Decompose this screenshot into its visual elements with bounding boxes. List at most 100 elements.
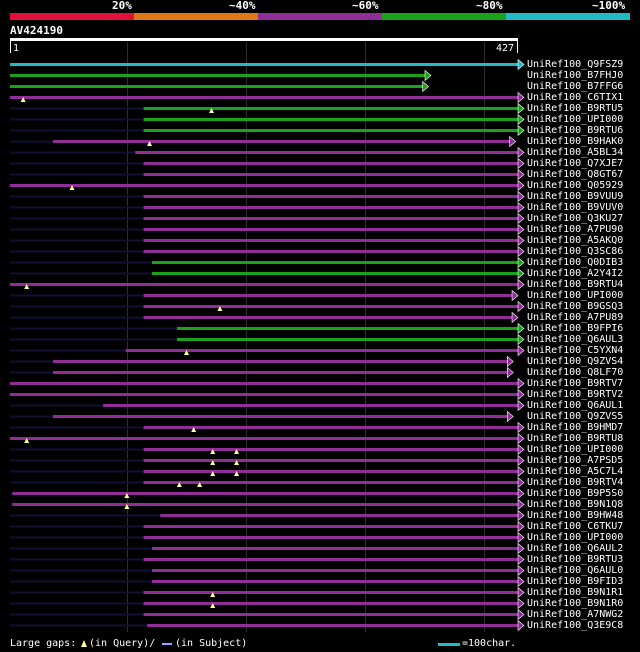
hit-label[interactable]: UniRef100_B9N1R1 — [527, 587, 624, 598]
hit-row[interactable]: UniRef100_A5C7L4 — [0, 466, 640, 477]
hit-label[interactable]: UniRef100_C5YXN4 — [527, 345, 624, 356]
hit-row[interactable]: UniRef100_Q05929 — [0, 180, 640, 191]
hit-label[interactable]: UniRef100_B9HMD7 — [527, 422, 624, 433]
hit-row[interactable]: UniRef100_Q6AUL2 — [0, 543, 640, 554]
hit-label[interactable]: UniRef100_A7PU89 — [527, 312, 624, 323]
hit-label[interactable]: UniRef100_Q8GT67 — [527, 169, 624, 180]
hit-label[interactable]: UniRef100_B9FID3 — [527, 576, 624, 587]
hit-label[interactable]: UniRef100_Q3E9C8 — [527, 620, 624, 631]
hit-label[interactable]: UniRef100_B9HW48 — [527, 510, 624, 521]
hit-label[interactable]: UniRef100_UPI000 — [527, 290, 624, 301]
hit-row[interactable]: UniRef100_B9P5S0 — [0, 488, 640, 499]
hit-row[interactable]: UniRef100_B9HW48 — [0, 510, 640, 521]
hit-row[interactable]: UniRef100_B9RTV4 — [0, 477, 640, 488]
hit-label[interactable]: UniRef100_B9VUU9 — [527, 191, 624, 202]
hit-row[interactable]: UniRef100_A2Y4I2 — [0, 268, 640, 279]
hit-label[interactable]: UniRef100_B9RTU6 — [527, 125, 624, 136]
hit-label[interactable]: UniRef100_Q6AUL0 — [527, 565, 624, 576]
hit-label[interactable]: UniRef100_B9RTU5 — [527, 103, 624, 114]
hit-label[interactable]: UniRef100_B7FFG6 — [527, 81, 624, 92]
hit-row[interactable]: UniRef100_Q8LF70 — [0, 367, 640, 378]
hit-label[interactable]: UniRef100_A5C7L4 — [527, 466, 624, 477]
hit-label[interactable]: UniRef100_UPI000 — [527, 114, 624, 125]
hit-label[interactable]: UniRef100_UPI000 — [527, 532, 624, 543]
hit-label[interactable]: UniRef100_B9GSQ3 — [527, 301, 624, 312]
hit-row[interactable]: UniRef100_B9RTV7 — [0, 378, 640, 389]
hit-label[interactable]: UniRef100_B9VUV0 — [527, 202, 624, 213]
hit-label[interactable]: UniRef100_B7FHJ0 — [527, 70, 624, 81]
hit-row[interactable]: UniRef100_A7PSD5 — [0, 455, 640, 466]
hit-label[interactable]: UniRef100_B9HAK0 — [527, 136, 624, 147]
hit-label[interactable]: UniRef100_Q6AUL1 — [527, 400, 624, 411]
hit-label[interactable]: UniRef100_B9FPI6 — [527, 323, 624, 334]
hit-row[interactable]: UniRef100_UPI000 — [0, 444, 640, 455]
hit-label[interactable]: UniRef100_Q7XJE7 — [527, 158, 624, 169]
hit-label[interactable]: UniRef100_C6TKU7 — [527, 521, 624, 532]
hit-label[interactable]: UniRef100_A2Y4I2 — [527, 268, 624, 279]
hit-label[interactable]: UniRef100_Q9ZVS5 — [527, 411, 624, 422]
hit-row[interactable]: UniRef100_Q6AUL0 — [0, 565, 640, 576]
hit-row[interactable]: UniRef100_Q6AUL3 — [0, 334, 640, 345]
hit-row[interactable]: UniRef100_Q9ZVS4 — [0, 356, 640, 367]
hit-label[interactable]: UniRef100_B9RTV7 — [527, 378, 624, 389]
hit-label[interactable]: UniRef100_A7PU90 — [527, 224, 624, 235]
hit-row[interactable]: UniRef100_Q9ZVS5 — [0, 411, 640, 422]
hit-row[interactable]: UniRef100_B9HAK0 — [0, 136, 640, 147]
hit-label[interactable]: UniRef100_Q3KU27 — [527, 213, 624, 224]
hit-label[interactable]: UniRef100_B9P5S0 — [527, 488, 624, 499]
hit-label[interactable]: UniRef100_Q3SC86 — [527, 246, 624, 257]
hit-row[interactable]: UniRef100_B7FHJ0 — [0, 70, 640, 81]
hit-label[interactable]: UniRef100_B9RTU8 — [527, 433, 624, 444]
hit-row[interactable]: UniRef100_B9N1Q8 — [0, 499, 640, 510]
hit-row[interactable]: UniRef100_A7NWG2 — [0, 609, 640, 620]
hit-row[interactable]: UniRef100_B9FID3 — [0, 576, 640, 587]
hit-row[interactable]: UniRef100_B9RTU3 — [0, 554, 640, 565]
hit-row[interactable]: UniRef100_Q3E9C8 — [0, 620, 640, 631]
hit-row[interactable]: UniRef100_Q8GT67 — [0, 169, 640, 180]
hit-label[interactable]: UniRef100_A5BL34 — [527, 147, 624, 158]
hit-label[interactable]: UniRef100_C6TIX1 — [527, 92, 624, 103]
hit-row[interactable]: UniRef100_Q0DIB3 — [0, 257, 640, 268]
hit-row[interactable]: UniRef100_UPI000 — [0, 290, 640, 301]
hit-row[interactable]: UniRef100_Q3KU27 — [0, 213, 640, 224]
hit-row[interactable]: UniRef100_B9RTV2 — [0, 389, 640, 400]
hit-label[interactable]: UniRef100_UPI000 — [527, 444, 624, 455]
hit-label[interactable]: UniRef100_Q6AUL2 — [527, 543, 624, 554]
hit-row[interactable]: UniRef100_B9RTU5 — [0, 103, 640, 114]
hit-row[interactable]: UniRef100_UPI000 — [0, 114, 640, 125]
hit-row[interactable]: UniRef100_A5AKQ0 — [0, 235, 640, 246]
hit-row[interactable]: UniRef100_C6TKU7 — [0, 521, 640, 532]
hit-row[interactable]: UniRef100_B9RTU4 — [0, 279, 640, 290]
hit-label[interactable]: UniRef100_Q0DIB3 — [527, 257, 624, 268]
hit-row[interactable]: UniRef100_A5BL34 — [0, 147, 640, 158]
hit-row[interactable]: UniRef100_Q9FSZ9 — [0, 59, 640, 70]
hit-row[interactable]: UniRef100_Q7XJE7 — [0, 158, 640, 169]
hit-row[interactable]: UniRef100_UPI000 — [0, 532, 640, 543]
hit-row[interactable]: UniRef100_C6TIX1 — [0, 92, 640, 103]
hit-row[interactable]: UniRef100_B9VUU9 — [0, 191, 640, 202]
hit-row[interactable]: UniRef100_A7PU90 — [0, 224, 640, 235]
hit-label[interactable]: UniRef100_B9RTU4 — [527, 279, 624, 290]
hit-label[interactable]: UniRef100_Q9FSZ9 — [527, 59, 624, 70]
hit-row[interactable]: UniRef100_C5YXN4 — [0, 345, 640, 356]
hit-label[interactable]: UniRef100_A7PSD5 — [527, 455, 624, 466]
hit-label[interactable]: UniRef100_Q9ZVS4 — [527, 356, 624, 367]
hit-row[interactable]: UniRef100_B9HMD7 — [0, 422, 640, 433]
hit-row[interactable]: UniRef100_B7FFG6 — [0, 81, 640, 92]
hit-row[interactable]: UniRef100_B9N1R0 — [0, 598, 640, 609]
hit-row[interactable]: UniRef100_Q3SC86 — [0, 246, 640, 257]
hit-row[interactable]: UniRef100_Q6AUL1 — [0, 400, 640, 411]
hit-label[interactable]: UniRef100_A7NWG2 — [527, 609, 624, 620]
hit-row[interactable]: UniRef100_B9GSQ3 — [0, 301, 640, 312]
hit-label[interactable]: UniRef100_B9N1Q8 — [527, 499, 624, 510]
hit-label[interactable]: UniRef100_B9RTV2 — [527, 389, 624, 400]
hit-label[interactable]: UniRef100_B9RTV4 — [527, 477, 624, 488]
hit-label[interactable]: UniRef100_Q8LF70 — [527, 367, 624, 378]
hit-label[interactable]: UniRef100_A5AKQ0 — [527, 235, 624, 246]
hit-row[interactable]: UniRef100_A7PU89 — [0, 312, 640, 323]
hit-row[interactable]: UniRef100_B9RTU8 — [0, 433, 640, 444]
hit-row[interactable]: UniRef100_B9N1R1 — [0, 587, 640, 598]
hit-label[interactable]: UniRef100_B9N1R0 — [527, 598, 624, 609]
hit-label[interactable]: UniRef100_Q6AUL3 — [527, 334, 624, 345]
hit-row[interactable]: UniRef100_B9VUV0 — [0, 202, 640, 213]
